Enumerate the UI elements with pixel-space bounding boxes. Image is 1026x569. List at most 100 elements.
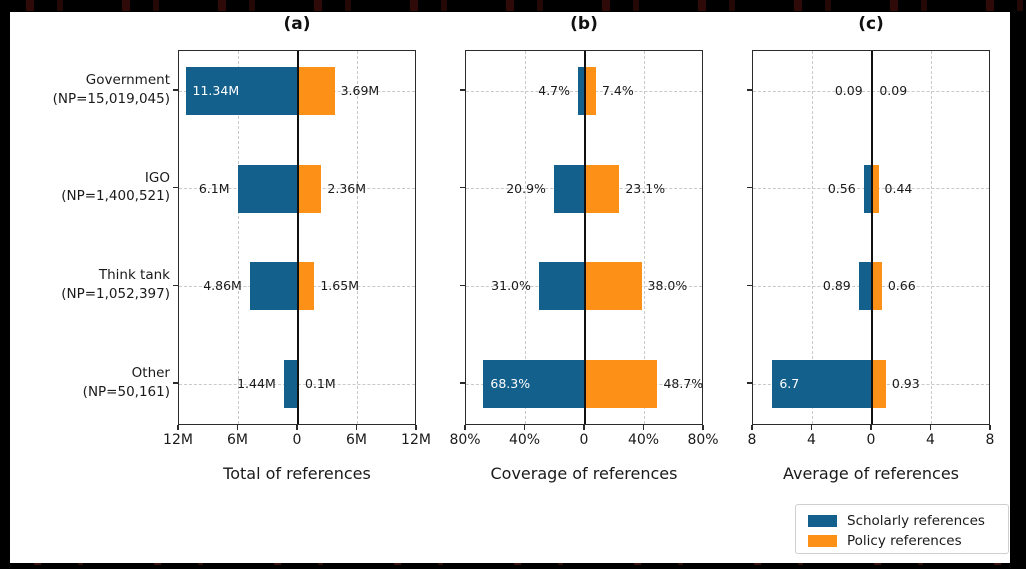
legend: Scholarly references Policy references [795,504,1009,554]
x-tick-label: 12M [401,432,431,448]
x-tick-label: 80% [449,432,481,448]
bar-scholarly-references-other [772,360,872,408]
category-label-igo: IGO (NP=1,400,521) [10,169,170,206]
value-label-policy-references-other: 0.1M [305,376,336,391]
category-name: Government [85,72,170,88]
y-tick-mark [460,382,465,384]
bar-scholarly-references-other [483,360,585,408]
value-label-policy-references-igo: 2.36M [327,180,367,196]
y-tick-mark [460,89,465,91]
x-tick-label: 6M [227,432,248,448]
x-axis-title-c: Average of references [782,464,960,483]
x-tick-label: 4 [807,432,816,448]
clipped-caption-bottom [0,563,1026,569]
x-tick-mark [464,425,466,430]
legend-item-policy: Policy references [808,532,1008,550]
bar-scholarly-references-igo [863,164,872,213]
y-tick-mark [173,187,178,189]
value-label-policy-references-igo: 0.44 [884,180,913,196]
x-tick-mark [702,425,704,430]
x-axis-title-a: Total of references [223,464,371,483]
value-label-scholarly-references-igo: 20.9% [506,180,546,196]
value-label-scholarly-references-government: 4.7% [538,83,571,98]
zero-axis-line [297,51,299,424]
x-tick-mark [989,425,991,430]
bar-policy-references-government [298,67,335,115]
legend-swatch-policy-references [808,535,837,547]
category-label-government: Government (NP=15,019,045) [10,71,170,108]
x-tick-label: 0 [292,432,302,448]
y-tick-mark [173,89,178,91]
value-label-scholarly-references-other: 68.3% [490,376,531,391]
x-tick-mark [415,425,417,430]
x-tick-mark [870,425,872,430]
legend-swatch-scholarly-references [808,515,837,527]
value-label-policy-references-government: 0.09 [879,83,908,98]
bar-policy-references-igo [298,164,322,213]
category-np-count: (NP=15,019,045) [52,90,170,107]
x-tick-mark [583,425,585,430]
x-tick-label: 80% [687,432,719,448]
legend-label-policy-references: Policy references [847,533,962,549]
y-tick-mark [747,382,752,384]
panel-title-c: (c) [858,14,884,34]
bar-scholarly-references-other [283,360,298,408]
x-tick-label: 4 [926,432,935,448]
vertical-gridline [644,51,645,424]
value-label-scholarly-references-government: 11.34M [192,83,240,98]
value-label-scholarly-references-other: 6.7 [779,376,800,391]
x-tick-label: 0 [866,432,876,448]
y-tick-mark [747,89,752,91]
bar-policy-references-think-tank [585,262,642,311]
y-tick-mark [173,284,178,286]
legend-label-scholarly-references: Scholarly references [847,513,985,529]
bar-scholarly-references-think-tank [538,262,585,311]
category-label-think-tank: Think tank (NP=1,052,397) [10,266,170,303]
value-label-policy-references-government: 7.4% [602,83,634,98]
value-label-policy-references-think-tank: 38.0% [647,278,688,294]
bar-scholarly-references-think-tank [249,262,298,311]
vertical-gridline [238,51,239,424]
panel-title-b: (b) [570,14,598,34]
bar-policy-references-think-tank [298,262,315,311]
x-tick-label: 8 [985,432,995,448]
category-label-other: Other (NP=50,161) [10,364,170,401]
panel-title-a: (a) [283,14,311,34]
value-label-scholarly-references-think-tank: 0.89 [822,278,851,294]
vertical-gridline [931,51,932,424]
x-tick-mark [642,425,645,430]
bar-policy-references-government [585,67,596,115]
bar-policy-references-igo [585,164,620,213]
x-tick-mark [810,425,813,430]
bar-policy-references-other [872,360,886,408]
x-tick-label: 0 [579,432,589,448]
category-np-count: (NP=1,400,521) [61,188,170,205]
category-name: Think tank [98,267,170,284]
x-tick-mark [751,425,753,430]
x-tick-mark [296,425,298,430]
x-tick-mark [177,425,179,430]
bar-scholarly-references-igo [553,164,585,213]
category-name: IGO [144,169,170,186]
zero-axis-line [871,51,873,424]
plot-box-c: 0.09 0.56 0.89 6.7 0.09 0.44 0.66 0.93 [752,50,990,425]
clipped-caption-top [0,0,1026,11]
bar-policy-references-think-tank [872,262,882,311]
x-tick-mark [355,425,358,430]
category-name: Other [131,365,170,381]
x-tick-label: 40% [508,432,541,448]
value-label-scholarly-references-other: 1.44M [237,376,276,391]
bar-scholarly-references-igo [237,164,298,213]
x-axis-title-b: Coverage of references [490,464,678,483]
x-tick-mark [523,425,526,430]
category-np-count: (NP=50,161) [82,383,170,400]
value-label-policy-references-think-tank: 0.66 [887,278,916,294]
value-label-scholarly-references-think-tank: 4.86M [203,278,242,294]
x-tick-label: 40% [627,432,660,448]
value-label-scholarly-references-think-tank: 31.0% [491,278,531,294]
value-label-policy-references-other: 48.7% [663,376,704,391]
figure-canvas: Scholarly references Policy references (… [10,12,1010,563]
y-tick-mark [747,187,752,189]
legend-item-scholarly: Scholarly references [808,512,1008,530]
bar-scholarly-references-government [185,67,298,115]
